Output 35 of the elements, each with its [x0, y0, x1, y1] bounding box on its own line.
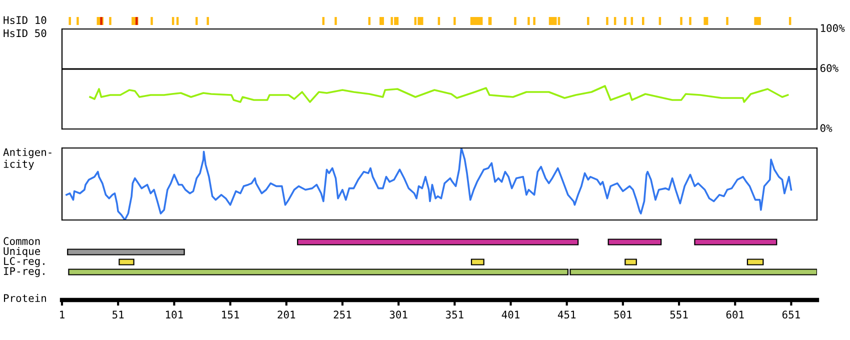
x-tick-label: 151 — [222, 310, 239, 319]
category-label: Unique — [4, 246, 40, 258]
x-tick-label: 101 — [166, 310, 183, 319]
y-tick-label: 60% — [820, 64, 838, 72]
y-tick-label: 100% — [821, 24, 845, 32]
x-axis-title: Protein — [4, 294, 46, 302]
bar — [379, 17, 384, 25]
bar — [746, 258, 764, 266]
bar — [67, 248, 185, 256]
category-label: HsID 10 — [4, 16, 46, 24]
x-tick-label: 201 — [278, 310, 296, 319]
x-tick-label: 301 — [390, 310, 408, 319]
x-tick-label: 601 — [726, 310, 744, 319]
bar — [394, 17, 399, 25]
y-tick-label: 0% — [820, 124, 832, 132]
x-tick-label: 51 — [112, 310, 124, 319]
bar — [548, 17, 557, 25]
x-tick-label: 551 — [670, 310, 688, 319]
category-label: LC-reg. — [4, 257, 44, 268]
category-label: Common — [4, 237, 40, 246]
bar — [704, 17, 708, 25]
x-tick-label: 651 — [782, 310, 800, 319]
y-axis-title: HsID 50 — [4, 29, 46, 38]
x-tick-label: 501 — [614, 310, 632, 319]
y-axis-title: Antigen- icity — [3, 148, 52, 170]
bar — [418, 17, 424, 25]
line-series — [89, 85, 789, 103]
x-tick-label: 401 — [502, 310, 520, 319]
x-tick-label: 251 — [334, 310, 352, 319]
x-tick-label: 351 — [446, 310, 464, 319]
category-label: IP-reg. — [4, 267, 44, 278]
x-tick-label: 1 — [60, 310, 64, 318]
bar — [470, 17, 483, 25]
bar — [754, 17, 761, 25]
x-tick-label: 451 — [558, 310, 576, 319]
